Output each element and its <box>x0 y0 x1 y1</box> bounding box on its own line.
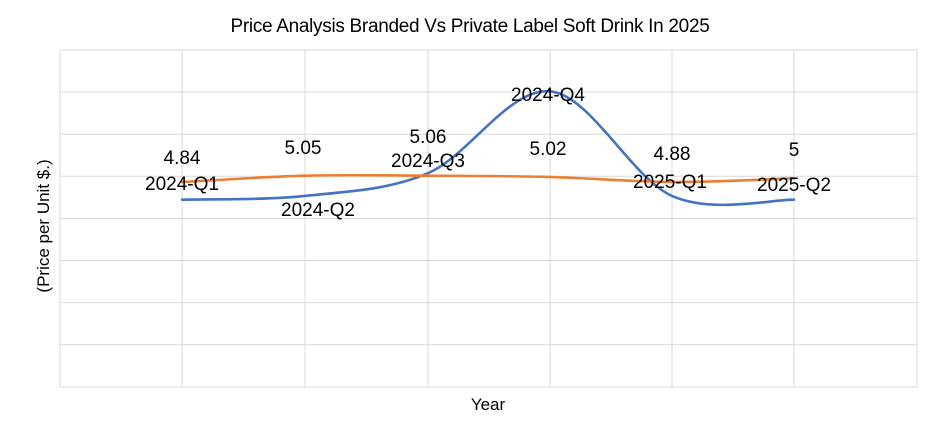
category-label: 2024-Q4 <box>511 85 585 106</box>
y-axis-label: (Price per Unit $.) <box>34 159 53 292</box>
gridlines <box>59 49 918 388</box>
data-label: 4.88 <box>654 144 691 165</box>
labels: 2024-Q1 2024-Q2 2024-Q3 2024-Q4 2025-Q1 2025-… <box>145 85 831 221</box>
category-label: 2024-Q3 <box>391 151 465 172</box>
series-line-orange <box>180 173 796 184</box>
series-line-blue <box>180 89 796 207</box>
data-label: 5.02 <box>530 139 567 160</box>
data-label: 5 <box>789 140 800 161</box>
category-label: 2024-Q2 <box>281 200 355 221</box>
series-lines <box>180 89 796 207</box>
category-label: 2025-Q2 <box>757 175 831 196</box>
category-label: 2025-Q1 <box>633 172 707 193</box>
data-label: 5.06 <box>410 127 447 148</box>
data-label: 5.05 <box>285 138 322 159</box>
x-axis-label: Year <box>471 395 506 414</box>
chart-title: Price Analysis Branded Vs Private Label … <box>230 16 710 37</box>
data-label: 4.84 <box>164 148 201 169</box>
category-label: 2024-Q1 <box>145 174 219 195</box>
